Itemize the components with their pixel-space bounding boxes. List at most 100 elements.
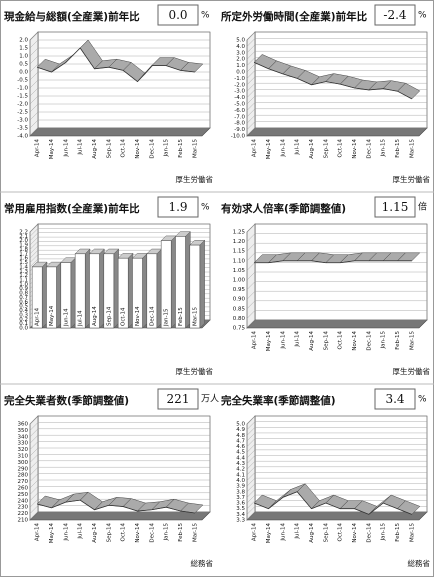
y-tick-label: 220 [18,511,29,517]
y-tick-label: 0.1 [19,321,28,327]
panel-title: 完全失業率(季節調整値) [221,394,336,407]
x-tick-label: Sep-14 [323,523,329,543]
y-tick-label: 1.25 [233,230,246,236]
bar [89,253,100,329]
headline-unit: % [418,11,427,21]
x-tick-label: Apr-14 [35,307,41,326]
x-tick-label: Feb-15 [395,139,401,158]
y-tick-label: 0.7 [19,295,28,301]
y-tick-label: 4.3 [236,461,245,467]
y-tick-label: 0.90 [233,297,246,303]
grid-line [246,444,256,453]
y-tick-label: -10.0 [231,134,246,140]
grid-line [29,87,39,97]
y-tick-label: 2.0 [19,38,28,44]
y-tick-label: -2.0 [234,82,245,88]
y-tick-label: 0.2 [19,317,28,323]
grid-line [246,31,256,41]
grid-line [246,421,256,430]
grid-line [246,44,256,53]
grid-line [246,76,256,85]
grid-line [246,262,256,271]
grid-line [29,460,39,469]
x-tick-label: Feb-15 [178,523,184,542]
grid-line [29,119,39,129]
grid-line [29,499,39,508]
grid-line [246,281,256,290]
grid-line [246,466,256,475]
grid-line [29,228,39,237]
x-tick-label: Nov-14 [352,139,358,159]
y-tick-label: 0.0 [19,70,28,76]
grid-line [246,127,256,137]
y-tick-label: 4.6 [236,444,245,450]
grid-line [246,506,256,515]
grid-line [29,422,39,431]
grid-line [29,111,39,121]
bar [60,262,72,329]
y-tick-label: -1.0 [17,86,28,92]
grid-line [246,108,256,117]
x-tick-label: Sep-14 [323,139,329,159]
x-tick-label: Jul-14 [295,523,301,540]
headline-value: 1.15 [382,200,409,214]
y-tick-label: 210 [18,518,29,524]
y-tick-label: 4.0 [236,478,245,484]
headline-value: 1.9 [168,200,187,214]
y-tick-label: 2.0 [236,57,245,63]
y-tick-label: 4.9 [236,427,245,433]
grid-line [246,449,256,459]
x-tick-label: Oct-14 [121,307,127,326]
y-tick-label: 1.0 [19,54,28,60]
x-tick-label: Jan-15 [164,308,170,327]
floor [29,511,211,521]
x-tick-label: Dec-14 [149,523,155,543]
grid-line [29,435,39,444]
bar [103,253,115,329]
y-tick-label: 1.2 [19,273,28,279]
y-tick-label: 4.1 [236,472,245,478]
grid-line [29,479,39,489]
headline-value: -2.4 [383,8,407,22]
x-tick-label: Apr-14 [35,523,41,542]
y-tick-label: -1.5 [17,94,28,100]
y-tick-label: 0.8 [19,291,28,297]
y-tick-label: 360 [18,422,29,428]
x-tick-label: Dec-14 [366,139,372,159]
grid-line [29,223,39,233]
x-tick-label: Jul-14 [295,331,301,348]
grid-line [29,258,39,268]
source: 厚生労働省 [176,366,214,376]
y-tick-label: 3.5 [236,506,245,512]
y-tick-label: 280 [18,473,29,479]
grid-line [246,300,256,309]
bar [74,253,86,329]
y-tick-label: -1.0 [234,76,245,82]
grid-line [29,415,39,425]
y-tick-label: 290 [18,466,29,472]
line [254,491,412,515]
back-wall [37,415,211,513]
y-tick-label: 4.4 [236,455,245,461]
x-tick-label: Jun-14 [280,139,286,158]
x-tick-label: May-14 [266,523,272,544]
y-tick-label: 4.7 [236,438,245,444]
y-tick-label: -9.0 [234,127,245,133]
headline-unit: % [201,11,210,21]
y-tick-label: 1.6 [19,256,28,262]
y-tick-label: 270 [18,479,29,485]
x-tick-label: Jun-14 [280,523,286,542]
grid-line [29,79,39,89]
grid-line [246,461,256,470]
y-tick-label: 1.9 [19,243,28,249]
headline-unit: 倍 [418,201,427,213]
bar [132,257,143,329]
grid-line [246,252,256,261]
x-tick-label: Sep-14 [106,523,112,543]
y-tick-label: 1.5 [19,46,28,52]
x-tick-label: May-14 [266,331,272,352]
grid-line [246,89,256,98]
x-tick-label: Jul-14 [78,139,84,156]
y-tick-label: 0.95 [233,287,246,293]
grid-line [246,489,256,498]
